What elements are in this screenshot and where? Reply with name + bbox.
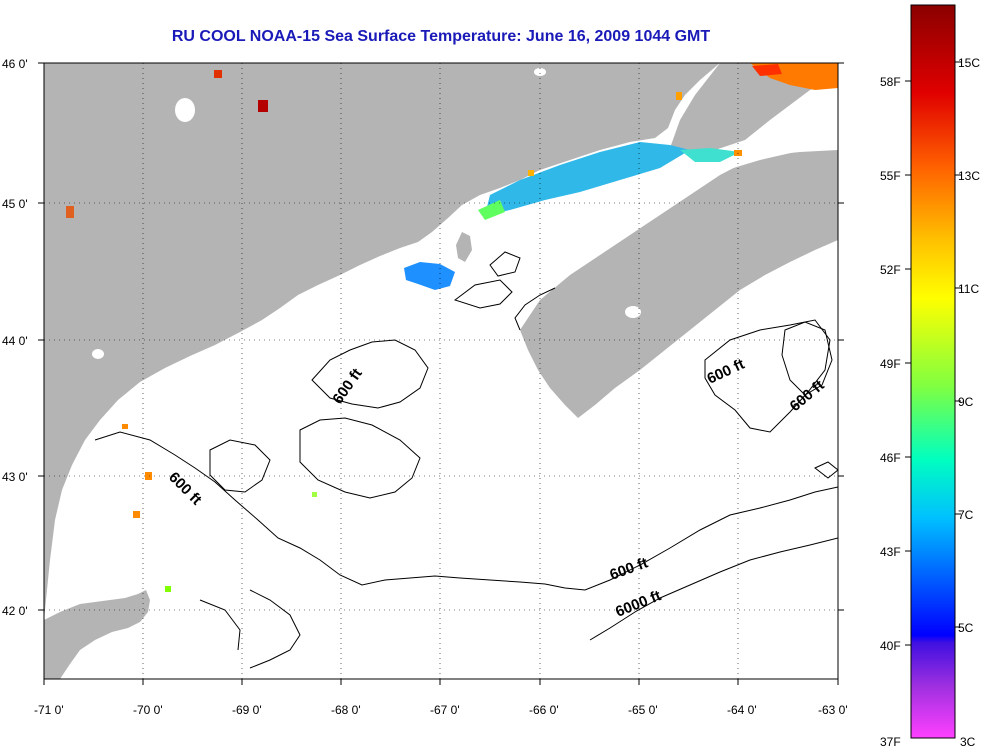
sst-dot-6 — [122, 424, 128, 429]
lake-4 — [534, 68, 546, 76]
colorbar-f-label: 46F — [880, 451, 901, 465]
colorbar-c-label: 5C — [958, 621, 974, 635]
land-nova-scotia — [520, 150, 838, 418]
colorbar-f-label: 58F — [880, 75, 901, 89]
lon-tick-label: -66 0' — [529, 703, 559, 717]
lon-tick-label: -65 0' — [628, 703, 658, 717]
lon-tick-label: -68 0' — [331, 703, 361, 717]
colorbar-f-label: 43F — [880, 545, 901, 559]
colorbar-c-label: 11C — [958, 282, 979, 296]
sst-dot-1 — [258, 100, 268, 112]
sst-dot-11 — [528, 170, 534, 176]
tick-marks — [38, 62, 844, 685]
colorbar-f-label: 52F — [880, 263, 901, 277]
sst-patch-fundy — [485, 142, 690, 215]
lon-tick-label: -63 0' — [818, 703, 848, 717]
lat-tick-label: 44 0' — [2, 334, 28, 348]
sst-patch-fundy-3 — [478, 200, 505, 220]
land-mainland — [44, 63, 720, 620]
isobath-contours — [94, 251, 838, 669]
colorbar-f-label: 55F — [880, 169, 901, 183]
lon-tick-label: -64 0' — [727, 703, 757, 717]
colorbar-f-label: 49F — [880, 357, 901, 371]
sst-patch-bluewater — [404, 262, 455, 290]
lake-2 — [92, 349, 104, 359]
colorbar-c-label: 7C — [958, 508, 974, 522]
lat-tick-label: 46 0' — [2, 57, 28, 71]
lat-tick-label: 42 0' — [2, 604, 28, 618]
colorbar-c-label: 13C — [958, 169, 980, 183]
colorbar-c-label: 9C — [958, 395, 974, 409]
colorbar-f-label: 40F — [880, 639, 901, 653]
sst-dot-3 — [66, 206, 74, 218]
lake-3 — [625, 306, 641, 318]
lon-tick-label: -70 0' — [133, 703, 163, 717]
colorbar-ticks — [905, 61, 961, 646]
bay-of-fundy — [430, 150, 795, 310]
sst-dot-7 — [165, 586, 171, 592]
sst-dot-5 — [133, 511, 140, 518]
lat-tick-label: 45 0' — [2, 197, 28, 211]
map-frame — [43, 62, 839, 680]
lon-tick-label: -71 0' — [34, 703, 64, 717]
colorbar-c-label: 15C — [958, 56, 980, 70]
map-title: RU COOL NOAA-15 Sea Surface Temperature:… — [171, 28, 711, 45]
lat-tick-label: 43 0' — [2, 470, 28, 484]
sst-patch-fundy-2 — [680, 148, 740, 162]
colorbar — [910, 4, 956, 739]
sst-dot-4 — [145, 472, 152, 480]
lake-1 — [175, 98, 195, 122]
colorbar-f-label: 37F — [880, 735, 901, 749]
land-cape-cod — [44, 590, 150, 679]
sst-dot-10 — [676, 92, 682, 100]
sst-dot-8 — [312, 492, 317, 497]
lon-tick-label: -69 0' — [232, 703, 262, 717]
colorbar-c-label: 3C — [960, 735, 976, 749]
lon-tick-label: -67 0' — [430, 703, 460, 717]
sst-dot-2 — [214, 70, 222, 78]
sst-patch-ns-warm-2 — [752, 64, 782, 76]
land-grand-manan — [456, 232, 472, 262]
